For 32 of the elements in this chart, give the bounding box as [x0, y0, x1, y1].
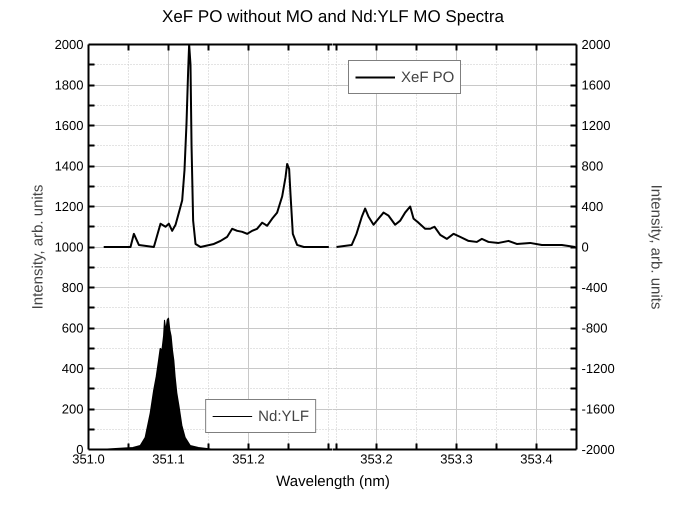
- y2-tick-label: -800: [582, 320, 608, 336]
- y2-tick-label: -1600: [582, 402, 615, 416]
- y2-axis-title: Intensity, arb. units: [648, 184, 665, 310]
- y2-tick-label: 0: [582, 240, 589, 254]
- x-tick-label: 351.1: [152, 452, 185, 466]
- y2-tick-label: 800: [582, 158, 604, 174]
- y2-tick-label: -2000: [582, 442, 615, 457]
- y-axis-title: Intensity, arb. units: [30, 184, 47, 310]
- x-axis-title: Wavelength (nm): [276, 472, 390, 492]
- y2-tick-label: 1600: [582, 78, 610, 92]
- y-tick-label: 200: [62, 402, 84, 416]
- x-tick-label: 353.2: [360, 452, 393, 466]
- y-tick-label: 1600: [54, 118, 84, 133]
- x-tick-label: 351.2: [232, 452, 265, 466]
- y-tick-label: 1000: [54, 240, 84, 254]
- y2-tick-label: -400: [582, 280, 608, 295]
- y-tick-label: 600: [62, 320, 84, 336]
- legend-label: XeF PO: [401, 68, 454, 86]
- y2-tick-label: 1200: [582, 118, 610, 133]
- y2-tick-label: -1200: [582, 361, 615, 376]
- y2-tick-label: 2000: [582, 37, 610, 52]
- x-tick-label: 353.3: [440, 452, 473, 466]
- y-tick-label: 1800: [54, 78, 84, 92]
- y-tick-label: 1200: [54, 199, 84, 214]
- y2-tick-label: 400: [582, 199, 604, 214]
- chart-title: XeF PO without MO and Nd:YLF MO Spectra: [162, 6, 504, 28]
- legend-label: Nd:YLF: [258, 408, 309, 424]
- y-tick-label: 800: [62, 280, 84, 295]
- y-tick-label: 1400: [54, 158, 84, 174]
- y-tick-label: 400: [62, 361, 84, 376]
- y-tick-label: 2000: [54, 37, 84, 52]
- x-tick-label: 353.4: [520, 452, 553, 466]
